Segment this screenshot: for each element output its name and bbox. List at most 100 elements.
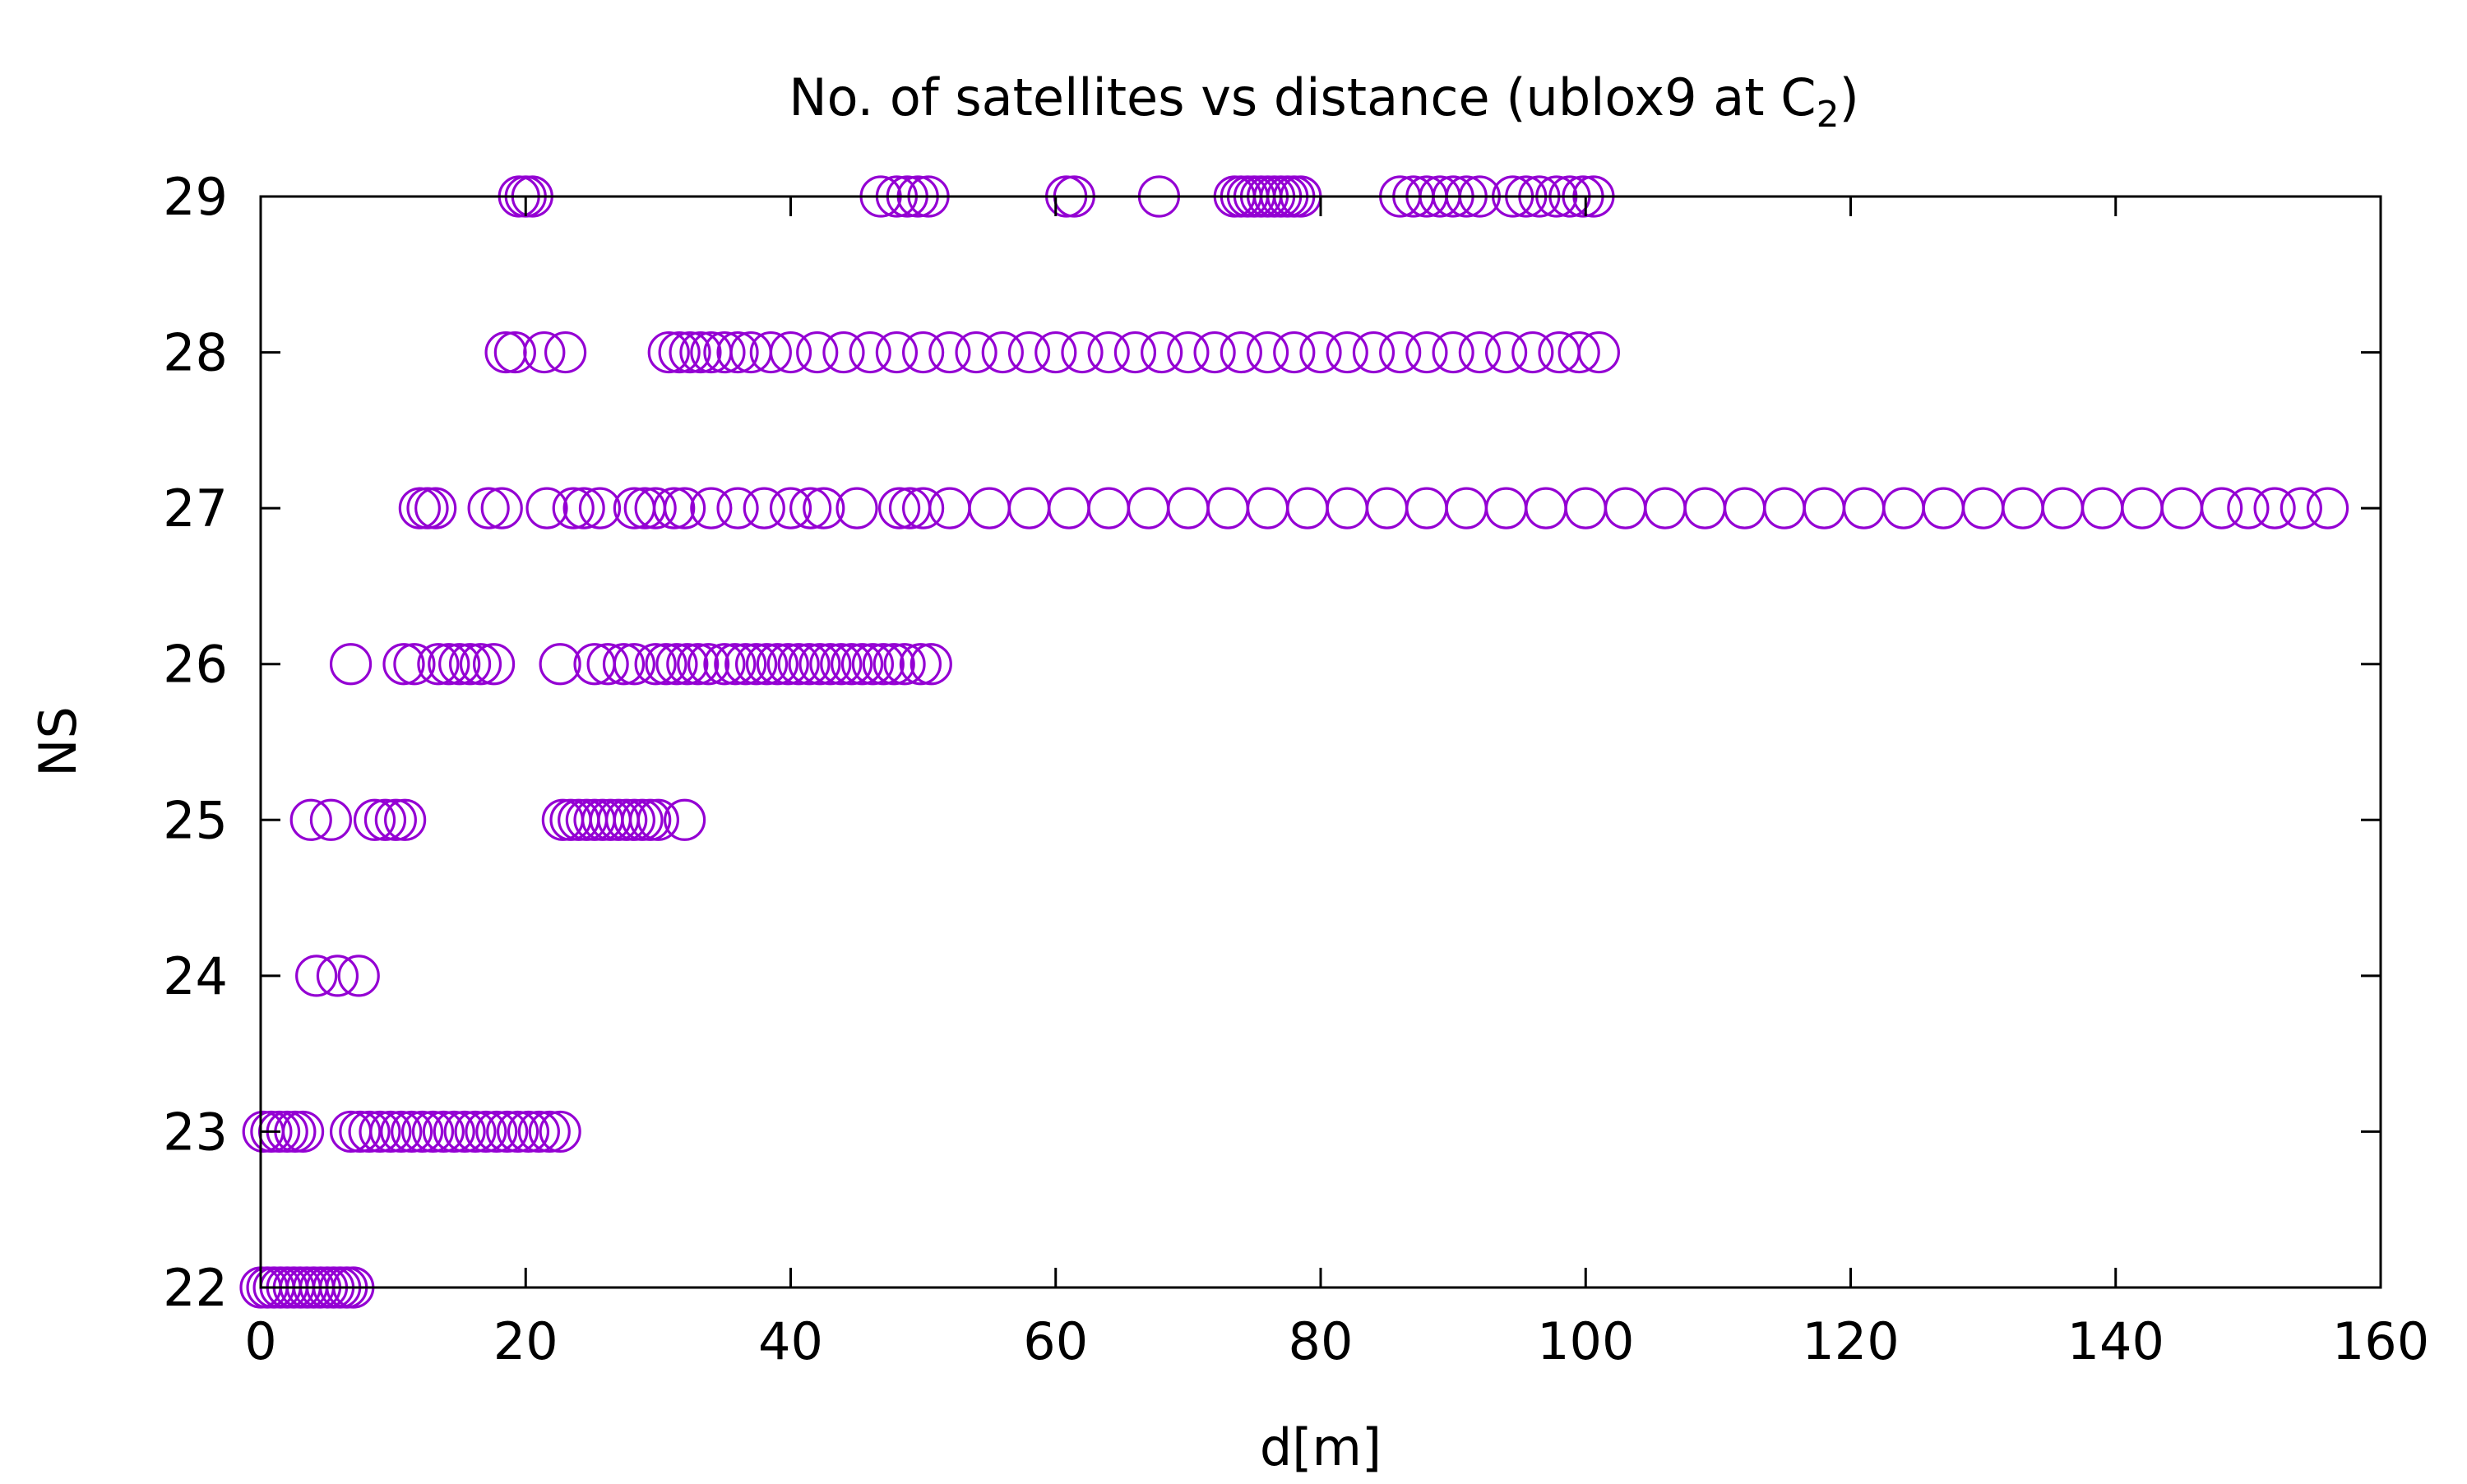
data-point: [539, 643, 581, 686]
data-point: [428, 643, 470, 686]
data-point: [745, 643, 789, 686]
data-point: [653, 487, 696, 529]
data-point: [634, 487, 677, 529]
data-point: [798, 643, 841, 686]
x-axis-label: d[m]: [1260, 1417, 1382, 1477]
data-point: [621, 798, 664, 841]
data-point: [899, 643, 942, 686]
data-point: [714, 643, 757, 686]
data-point: [629, 798, 672, 841]
data-point: [467, 487, 510, 529]
data-point: [1525, 487, 1567, 529]
chart-title: No. of satellites vs distance (ublox9 at…: [789, 67, 1859, 136]
data-point: [2041, 487, 2084, 529]
data-point: [316, 955, 359, 997]
data-point: [281, 1110, 325, 1153]
data-point: [743, 487, 785, 529]
data-point: [1882, 487, 1925, 529]
data-point: [658, 331, 701, 374]
data-point: [663, 798, 706, 841]
data-point: [822, 331, 865, 374]
data-point: [769, 487, 812, 529]
data-point: [1962, 487, 2005, 529]
data-point: [902, 331, 945, 374]
data-point: [507, 1110, 550, 1153]
data-point: [1167, 331, 1210, 374]
chart-title-main: No. of satellites vs distance (ublox9 at…: [789, 67, 1816, 127]
x-tick-label: 100: [1537, 1311, 1634, 1371]
data-point: [1246, 331, 1289, 374]
data-point: [716, 331, 759, 374]
data-point: [339, 1110, 382, 1153]
data-point: [703, 643, 746, 686]
data-point: [840, 643, 884, 686]
data-point: [382, 643, 425, 686]
data-point: [589, 798, 632, 841]
data-point: [2306, 487, 2349, 529]
data-point: [2253, 487, 2296, 529]
data-point: [1564, 487, 1607, 529]
data-point: [1273, 331, 1316, 374]
data-point: [1326, 331, 1368, 374]
data-point: [788, 643, 831, 686]
data-point: [562, 487, 605, 529]
data-point: [363, 798, 407, 841]
data-point: [636, 798, 679, 841]
data-point: [1604, 487, 1647, 529]
data-point: [647, 331, 690, 374]
x-tick-label: 60: [1023, 1311, 1088, 1371]
data-point: [928, 331, 971, 374]
data-point: [669, 331, 711, 374]
y-tick-label: 22: [163, 1258, 228, 1318]
data-point: [528, 1110, 571, 1153]
data-point: [613, 798, 655, 841]
y-tick-label: 28: [163, 323, 228, 383]
data-point: [411, 1110, 455, 1153]
data-point: [539, 1110, 581, 1153]
data-point: [1922, 487, 1965, 529]
data-point: [552, 487, 595, 529]
y-axis-label: NS: [28, 706, 88, 777]
y-tick-label: 27: [163, 478, 228, 539]
data-point: [878, 487, 921, 529]
data-point: [796, 331, 839, 374]
x-tick-label: 0: [244, 1311, 276, 1371]
data-point: [820, 643, 863, 686]
data-point: [724, 643, 767, 686]
data-point: [1763, 487, 1806, 529]
data-point: [348, 1110, 391, 1153]
data-point: [1246, 487, 1289, 529]
data-point: [406, 487, 449, 529]
data-point: [1577, 331, 1620, 374]
data-point: [289, 798, 332, 841]
data-point: [1061, 331, 1104, 374]
data-point: [634, 643, 677, 686]
data-point: [1299, 331, 1342, 374]
data-point: [1141, 331, 1183, 374]
data-point: [777, 643, 820, 686]
data-point: [1432, 331, 1474, 374]
data-point: [1803, 487, 1845, 529]
data-point: [831, 643, 873, 686]
data-point: [309, 798, 352, 841]
data-point: [666, 643, 709, 686]
data-point: [679, 331, 722, 374]
data-point: [809, 643, 852, 686]
data-point: [1365, 487, 1409, 529]
data-point: [484, 331, 527, 374]
data-point: [374, 798, 417, 841]
data-point: [1445, 487, 1488, 529]
x-tick-label: 140: [2067, 1311, 2164, 1371]
data-point: [573, 798, 616, 841]
data-point: [875, 331, 919, 374]
data-point: [2002, 487, 2044, 529]
x-tick-label: 120: [1802, 1311, 1899, 1371]
data-point: [968, 487, 1011, 529]
data-point: [1484, 487, 1528, 529]
data-point: [690, 487, 733, 529]
data-point: [417, 643, 460, 686]
data-point: [663, 487, 706, 529]
data-point: [2160, 487, 2203, 529]
y-tick-label: 26: [163, 635, 228, 695]
data-point: [981, 331, 1024, 374]
